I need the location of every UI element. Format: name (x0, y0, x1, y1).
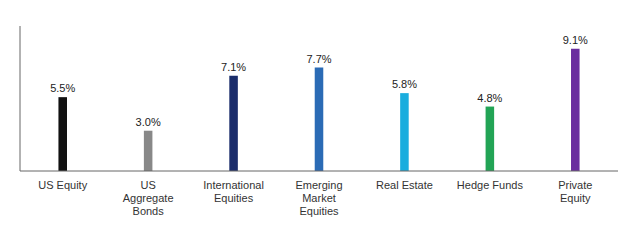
svg-text:InternationalEquities: InternationalEquities (203, 179, 264, 204)
svg-text:5.5%: 5.5% (50, 82, 75, 94)
svg-text:USAggregateBonds: USAggregateBonds (123, 179, 174, 217)
svg-text:PrivateEquity: PrivateEquity (558, 179, 592, 204)
svg-text:US Equity: US Equity (38, 179, 87, 191)
svg-text:4.8%: 4.8% (477, 92, 502, 104)
svg-text:3.0%: 3.0% (136, 116, 161, 128)
svg-text:5.8%: 5.8% (392, 78, 417, 90)
svg-text:EmergingMarketEquities: EmergingMarketEquities (295, 179, 342, 217)
svg-text:Real Estate: Real Estate (376, 179, 433, 191)
svg-text:7.1%: 7.1% (221, 61, 246, 73)
svg-text:9.1%: 9.1% (563, 34, 588, 46)
svg-text:7.7%: 7.7% (306, 53, 331, 65)
svg-text:Hedge Funds: Hedge Funds (457, 179, 524, 191)
